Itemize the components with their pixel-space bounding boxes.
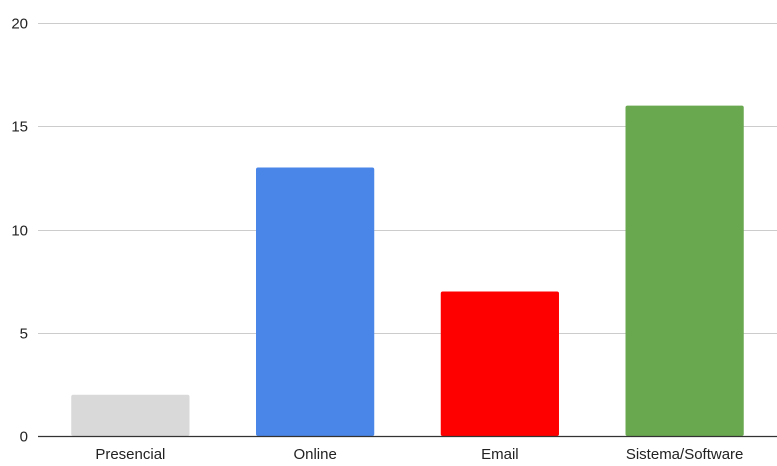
bar-sistema-software (625, 105, 744, 436)
bar-online (256, 167, 375, 437)
bar-email (440, 291, 559, 436)
y-tick-label-5: 5 (20, 326, 28, 343)
y-tick-label-15: 15 (11, 119, 28, 136)
x-tick-labels: Presencial Online Email Sistema/Software (95, 446, 744, 463)
x-tick-label-sistema-software: Sistema/Software (626, 446, 744, 461)
x-tick-label-email: Email (481, 446, 519, 461)
x-tick-label-presencial: Presencial (95, 446, 165, 461)
bar-presencial (71, 394, 190, 436)
y-tick-labels: 0 5 10 15 20 (11, 16, 28, 446)
y-tick-label-0: 0 (20, 429, 28, 446)
y-tick-label-20: 20 (11, 16, 28, 33)
bars (71, 105, 744, 437)
y-tick-label-10: 10 (11, 223, 28, 240)
x-tick-label-online: Online (293, 446, 336, 461)
